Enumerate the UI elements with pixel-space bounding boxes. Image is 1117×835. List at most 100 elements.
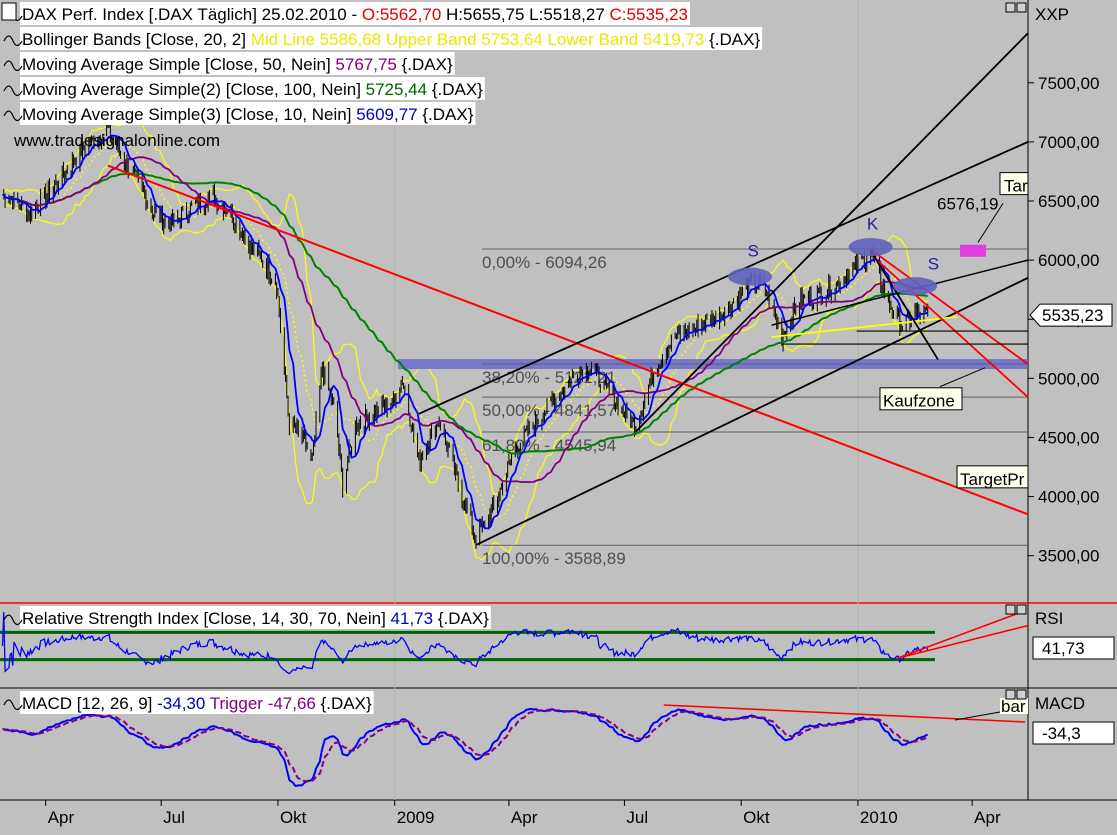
target-price-box	[956, 465, 1029, 489]
kaufzone-label: Kaufzone	[883, 392, 955, 411]
y-tick-label: 5000,00	[1038, 369, 1099, 388]
rsi-trend-line	[897, 611, 1022, 659]
rsi-legend-bg	[20, 606, 491, 629]
long-downtrend-line	[107, 164, 1029, 516]
main-legend-bg	[20, 102, 476, 125]
macd-trend-line	[663, 704, 1026, 723]
macd-note-box	[1000, 698, 1028, 714]
head-shoulder-letter: S	[928, 255, 939, 274]
panel-minimize-icon	[1005, 689, 1016, 700]
y-tick-label: 6500,00	[1038, 192, 1099, 211]
indicator-icon	[3, 699, 23, 711]
rsi-value-label: 41,73	[1042, 639, 1085, 658]
main-legend-part: Bollinger Bands [Close, 20, 2]	[22, 30, 251, 49]
fib-level-label: 61,80% - 4545,94	[482, 436, 616, 455]
y-tick-label: 4000,00	[1038, 488, 1099, 507]
x-tick-label: Apr	[974, 808, 1001, 827]
head-shoulder-letter: K	[867, 214, 879, 233]
main-legend-part: {.DAX}	[397, 55, 453, 74]
red-down-channel-upper	[870, 248, 1029, 365]
rsi-trend-line	[897, 624, 1029, 660]
y-tick-label: 4500,00	[1038, 428, 1099, 447]
neckline-trend-line	[771, 259, 1029, 326]
main-legend-part: 5725,44	[366, 80, 427, 99]
main-legend-part: 5609,77	[356, 105, 417, 124]
rsi-legend-part: Relative Strength Index [Close, 14, 30, …	[22, 609, 391, 628]
main-legend-part: DAX Perf. Index [.DAX Täglich] 25.02.201…	[22, 5, 362, 24]
main-legend-bg	[20, 2, 690, 25]
macd-legend-bg	[20, 691, 374, 714]
sma100-line	[2, 172, 929, 455]
macd-pointer-line	[954, 711, 1001, 721]
macd-legend-part: {.DAX}	[316, 694, 372, 713]
sma50-line	[2, 156, 929, 484]
lower-channel-line	[475, 277, 1029, 546]
main-legend-part: 5767,75	[335, 55, 396, 74]
main-legend-text: Moving Average Simple(2) [Close, 100, Ne…	[22, 80, 483, 99]
target-box	[999, 172, 1029, 196]
projection-arrow-line	[869, 250, 939, 360]
main-legend-part: O:5562,70	[362, 5, 441, 24]
main-legend-part: {.DAX}	[427, 80, 483, 99]
rsi-legend-part: 41,73	[391, 609, 434, 628]
rsi-legend-part: {.DAX}	[433, 609, 489, 628]
indicator-icon	[3, 614, 23, 626]
macd-legend-part: -34,30	[157, 694, 205, 713]
head-shoulder-marker	[893, 277, 938, 296]
panel-close-icon	[1016, 2, 1027, 13]
y-tick-label: 7500,00	[1038, 74, 1099, 93]
x-tick-label: 2010	[860, 808, 898, 827]
macd-trigger-line	[2, 709, 929, 783]
macd-value-box	[1032, 721, 1115, 745]
main-legend-bg	[20, 77, 485, 100]
last-price-marker	[1029, 303, 1113, 327]
y-tick-label: 6000,00	[1038, 251, 1099, 270]
x-tick-label: Apr	[48, 808, 75, 827]
main-legend-bg	[20, 52, 455, 75]
indicator-icon	[3, 35, 23, 47]
head-shoulder-marker	[848, 238, 893, 257]
main-legend-part: Moving Average Simple(3) [Close, 10, Nei…	[22, 105, 356, 124]
panel-minimize-icon	[1005, 2, 1016, 13]
macd-axis-label: MACD	[1035, 694, 1085, 713]
right-axis-background	[1028, 0, 1117, 800]
main-legend-text: DAX Perf. Index [.DAX Täglich] 25.02.201…	[22, 5, 688, 24]
fib-level-label: 50,00% - 4841,57	[482, 401, 616, 420]
rsi-legend-text: Relative Strength Index [Close, 14, 30, …	[22, 609, 489, 628]
target-marker-box	[960, 244, 986, 257]
kaufzone-box	[879, 387, 963, 411]
last-price-label: 5535,23	[1042, 306, 1103, 325]
main-axis-label: XXP	[1035, 5, 1069, 24]
fib-level-label: 0,00% - 6094,26	[482, 253, 607, 272]
x-tick-label: Apr	[511, 808, 538, 827]
macd-line	[2, 707, 928, 788]
main-legend-part: Moving Average Simple(2) [Close, 100, Ne…	[22, 80, 366, 99]
rsi-value-box	[1032, 636, 1115, 660]
upper-channel-line	[418, 141, 1029, 415]
x-tick-label: Jul	[626, 808, 648, 827]
yellow-support-line	[771, 315, 958, 338]
head-shoulder-letter: S	[748, 242, 759, 261]
indicator-icon	[3, 110, 23, 122]
main-legend-text: Moving Average Simple(3) [Close, 10, Nei…	[22, 105, 474, 124]
head-shoulder-marker	[728, 267, 773, 286]
rsi-axis-label: RSI	[1035, 609, 1063, 628]
macd-value-label: -34,3	[1042, 724, 1081, 743]
main-legend-text: Moving Average Simple [Close, 50, Nein] …	[22, 55, 453, 74]
main-legend-part: {.DAX}	[704, 30, 760, 49]
main-legend-part: C:5535,23	[610, 5, 688, 24]
main-legend-bg	[20, 27, 763, 50]
kaufzone-pointer-line	[939, 367, 986, 388]
panel-close-icon	[1016, 604, 1027, 615]
target-price-label: TargetPr	[960, 470, 1025, 489]
macd-legend-part: MACD [12, 26, 9]	[22, 694, 157, 713]
y-tick-label: 3500,00	[1038, 547, 1099, 566]
x-tick-label: Okt	[280, 808, 307, 827]
bollinger-upper-band	[1, 117, 928, 495]
macd-note-text: bar	[1001, 697, 1026, 716]
macd-legend-text: MACD [12, 26, 9] -34,30 Trigger -47,66 {…	[22, 694, 372, 713]
chart-menu-icon	[1, 2, 17, 21]
main-legend-part: {.DAX}	[418, 105, 474, 124]
